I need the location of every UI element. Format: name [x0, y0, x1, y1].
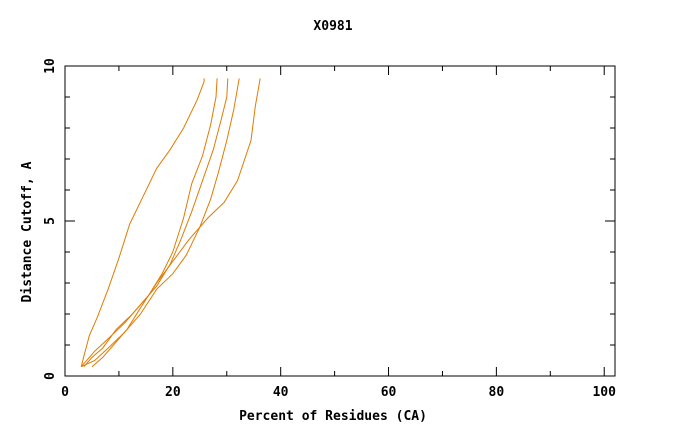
y-tick-label: 0: [43, 372, 58, 380]
series-line-2: [83, 78, 218, 368]
y-axis-label: Distance Cutoff, A: [20, 161, 35, 302]
plot-frame: [64, 65, 616, 377]
y-tick-label: 10: [43, 58, 58, 74]
x-tick-label: 0: [61, 385, 69, 400]
axis-ticks: [64, 65, 615, 377]
x-axis-label: Percent of Residues (CA): [239, 409, 427, 424]
x-tick-label: 60: [381, 385, 397, 400]
series-line-5: [91, 78, 261, 368]
series-lines: [80, 78, 261, 368]
series-line-4: [80, 78, 240, 368]
x-tick-label: 40: [273, 385, 289, 400]
x-tick-label: 20: [165, 385, 181, 400]
tick-labels: 0 20 40 60 80 100 0 5 10: [43, 58, 616, 400]
x-tick-label: 80: [489, 385, 505, 400]
x-tick-label: 100: [592, 385, 616, 400]
y-tick-label: 5: [43, 217, 58, 225]
series-line-1: [80, 78, 205, 367]
series-line-3: [80, 78, 229, 368]
chart-title: X0981: [313, 19, 352, 34]
